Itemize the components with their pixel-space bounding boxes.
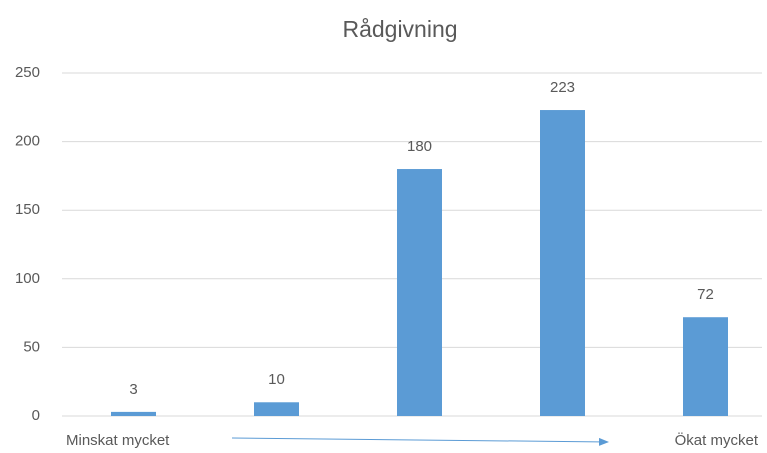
data-label: 223 xyxy=(550,79,575,96)
x-tick-label: Minskat mycket xyxy=(66,432,170,449)
bar xyxy=(397,169,442,416)
chart-title: Rådgivning xyxy=(342,16,457,42)
bar xyxy=(111,411,156,416)
y-tick-label: 150 xyxy=(15,201,40,218)
bar xyxy=(254,402,299,416)
direction-arrow xyxy=(231,437,609,446)
data-label: 72 xyxy=(697,286,714,303)
y-tick-label: 50 xyxy=(23,338,40,355)
y-tick-label: 200 xyxy=(15,133,40,150)
x-tick-label: Ökat mycket xyxy=(675,431,759,449)
data-label: 3 xyxy=(129,381,137,398)
y-tick-label: 250 xyxy=(15,64,40,81)
bar xyxy=(540,110,585,416)
bar xyxy=(683,317,728,416)
data-label: 10 xyxy=(268,371,285,388)
y-tick-label: 0 xyxy=(32,407,40,424)
data-label: 180 xyxy=(407,138,432,155)
y-tick-label: 100 xyxy=(15,270,40,287)
